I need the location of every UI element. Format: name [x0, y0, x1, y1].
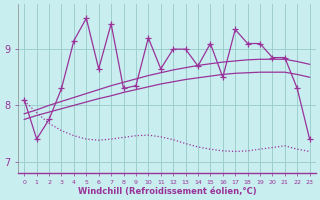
X-axis label: Windchill (Refroidissement éolien,°C): Windchill (Refroidissement éolien,°C): [78, 187, 256, 196]
